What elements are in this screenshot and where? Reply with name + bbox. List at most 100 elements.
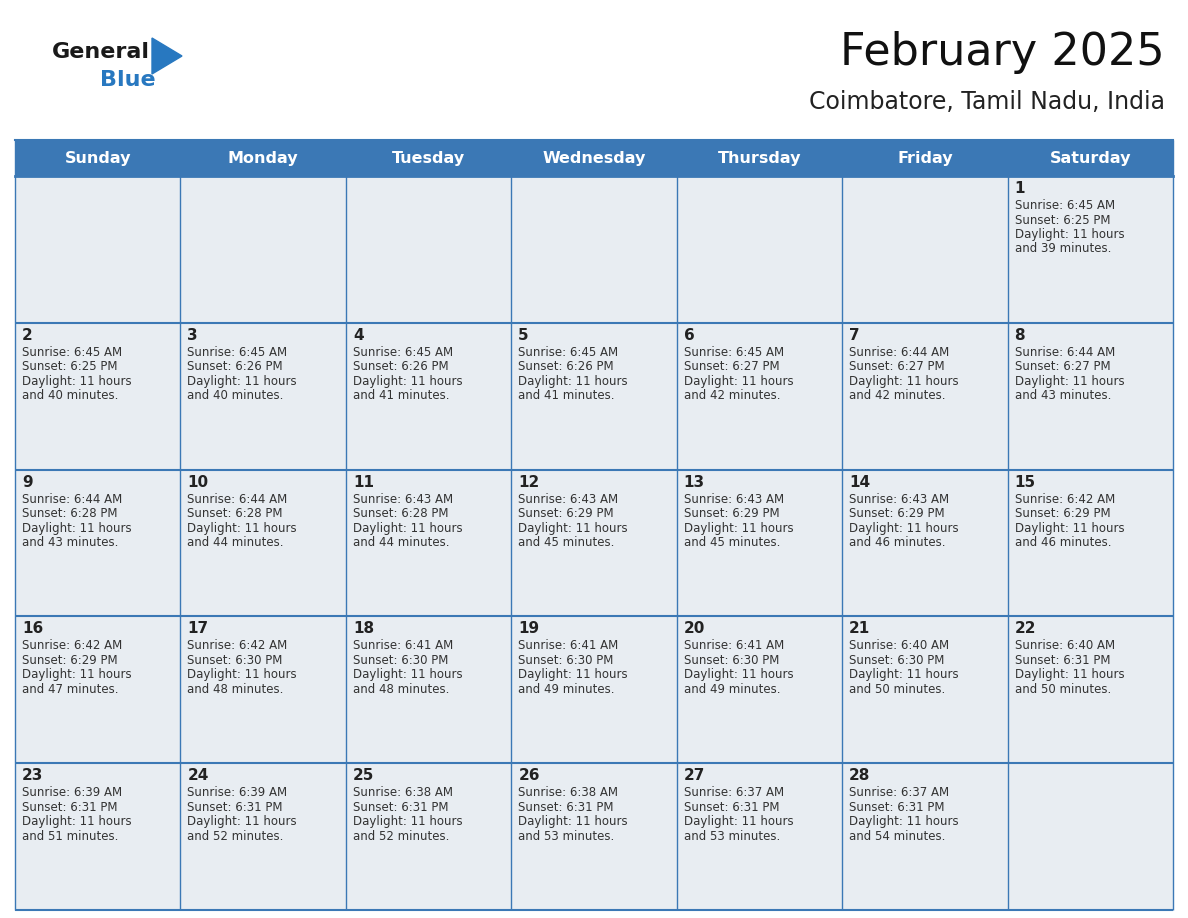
Text: Sunset: 6:31 PM: Sunset: 6:31 PM xyxy=(353,800,448,813)
Bar xyxy=(511,323,677,470)
Text: Sunset: 6:29 PM: Sunset: 6:29 PM xyxy=(23,654,118,666)
Text: Daylight: 11 hours: Daylight: 11 hours xyxy=(188,668,297,681)
Text: Monday: Monday xyxy=(228,151,298,165)
Text: Daylight: 11 hours: Daylight: 11 hours xyxy=(849,668,959,681)
Text: Daylight: 11 hours: Daylight: 11 hours xyxy=(684,521,794,534)
Text: Daylight: 11 hours: Daylight: 11 hours xyxy=(23,375,132,387)
Text: and 46 minutes.: and 46 minutes. xyxy=(1015,536,1111,549)
Text: Daylight: 11 hours: Daylight: 11 hours xyxy=(684,815,794,828)
Text: Sunset: 6:30 PM: Sunset: 6:30 PM xyxy=(684,654,779,666)
Text: 28: 28 xyxy=(849,768,871,783)
Text: and 53 minutes.: and 53 minutes. xyxy=(518,830,614,843)
Text: Daylight: 11 hours: Daylight: 11 hours xyxy=(353,375,462,387)
Text: Sunrise: 6:43 AM: Sunrise: 6:43 AM xyxy=(684,493,784,506)
Text: February 2025: February 2025 xyxy=(840,30,1165,73)
Text: 24: 24 xyxy=(188,768,209,783)
Text: Daylight: 11 hours: Daylight: 11 hours xyxy=(518,668,628,681)
Text: and 45 minutes.: and 45 minutes. xyxy=(684,536,781,549)
Text: Thursday: Thursday xyxy=(718,151,801,165)
Text: 5: 5 xyxy=(518,328,529,342)
Text: 25: 25 xyxy=(353,768,374,783)
Bar xyxy=(346,763,511,910)
Text: and 47 minutes.: and 47 minutes. xyxy=(23,683,119,696)
Text: Sunset: 6:27 PM: Sunset: 6:27 PM xyxy=(1015,360,1111,374)
Text: Daylight: 11 hours: Daylight: 11 hours xyxy=(684,375,794,387)
Text: Sunset: 6:25 PM: Sunset: 6:25 PM xyxy=(23,360,118,374)
Text: 10: 10 xyxy=(188,475,209,489)
Text: Sunset: 6:26 PM: Sunset: 6:26 PM xyxy=(518,360,614,374)
Text: 22: 22 xyxy=(1015,621,1036,636)
Bar xyxy=(1007,470,1173,616)
Bar xyxy=(346,323,511,470)
Text: Sunrise: 6:39 AM: Sunrise: 6:39 AM xyxy=(23,786,122,800)
Text: Sunset: 6:30 PM: Sunset: 6:30 PM xyxy=(518,654,614,666)
Text: and 53 minutes.: and 53 minutes. xyxy=(684,830,781,843)
Text: Daylight: 11 hours: Daylight: 11 hours xyxy=(1015,228,1124,241)
Text: 16: 16 xyxy=(23,621,43,636)
Bar xyxy=(842,470,1007,616)
Text: 8: 8 xyxy=(1015,328,1025,342)
Text: Sunset: 6:31 PM: Sunset: 6:31 PM xyxy=(188,800,283,813)
Text: and 46 minutes.: and 46 minutes. xyxy=(849,536,946,549)
Bar xyxy=(511,763,677,910)
Text: Sunrise: 6:42 AM: Sunrise: 6:42 AM xyxy=(1015,493,1114,506)
Bar xyxy=(842,323,1007,470)
Text: Sunset: 6:28 PM: Sunset: 6:28 PM xyxy=(188,507,283,521)
Bar xyxy=(1007,176,1173,323)
Text: and 43 minutes.: and 43 minutes. xyxy=(23,536,119,549)
Text: Daylight: 11 hours: Daylight: 11 hours xyxy=(23,815,132,828)
Bar xyxy=(1007,323,1173,470)
Text: and 40 minutes.: and 40 minutes. xyxy=(188,389,284,402)
Bar xyxy=(181,470,346,616)
Text: Sunset: 6:29 PM: Sunset: 6:29 PM xyxy=(518,507,614,521)
Bar xyxy=(1007,763,1173,910)
Text: and 40 minutes.: and 40 minutes. xyxy=(23,389,119,402)
Text: and 42 minutes.: and 42 minutes. xyxy=(849,389,946,402)
Text: Daylight: 11 hours: Daylight: 11 hours xyxy=(188,375,297,387)
Text: Sunset: 6:31 PM: Sunset: 6:31 PM xyxy=(849,800,944,813)
Bar xyxy=(1007,616,1173,763)
Text: Daylight: 11 hours: Daylight: 11 hours xyxy=(849,815,959,828)
Text: Sunrise: 6:38 AM: Sunrise: 6:38 AM xyxy=(353,786,453,800)
Text: Sunrise: 6:43 AM: Sunrise: 6:43 AM xyxy=(518,493,619,506)
Bar xyxy=(15,470,181,616)
Text: Sunset: 6:26 PM: Sunset: 6:26 PM xyxy=(188,360,283,374)
Text: 4: 4 xyxy=(353,328,364,342)
Bar xyxy=(511,470,677,616)
Text: Daylight: 11 hours: Daylight: 11 hours xyxy=(1015,521,1124,534)
Text: 6: 6 xyxy=(684,328,695,342)
Text: 17: 17 xyxy=(188,621,209,636)
Bar xyxy=(15,140,1173,176)
Text: Daylight: 11 hours: Daylight: 11 hours xyxy=(353,815,462,828)
Bar xyxy=(842,176,1007,323)
Text: Daylight: 11 hours: Daylight: 11 hours xyxy=(849,375,959,387)
Bar xyxy=(181,176,346,323)
Text: 27: 27 xyxy=(684,768,706,783)
Bar xyxy=(15,763,181,910)
Text: Sunrise: 6:45 AM: Sunrise: 6:45 AM xyxy=(518,346,619,359)
Text: Sunset: 6:28 PM: Sunset: 6:28 PM xyxy=(23,507,118,521)
Bar xyxy=(15,323,181,470)
Text: and 45 minutes.: and 45 minutes. xyxy=(518,536,614,549)
Bar xyxy=(15,176,181,323)
Text: Sunrise: 6:40 AM: Sunrise: 6:40 AM xyxy=(1015,640,1114,653)
Text: 19: 19 xyxy=(518,621,539,636)
Text: Daylight: 11 hours: Daylight: 11 hours xyxy=(1015,375,1124,387)
Text: 7: 7 xyxy=(849,328,860,342)
Bar xyxy=(181,616,346,763)
Bar xyxy=(842,763,1007,910)
Text: Sunset: 6:31 PM: Sunset: 6:31 PM xyxy=(1015,654,1110,666)
Text: 12: 12 xyxy=(518,475,539,489)
Text: and 52 minutes.: and 52 minutes. xyxy=(188,830,284,843)
Text: Sunrise: 6:43 AM: Sunrise: 6:43 AM xyxy=(849,493,949,506)
Text: Sunset: 6:29 PM: Sunset: 6:29 PM xyxy=(849,507,944,521)
Bar xyxy=(842,616,1007,763)
Text: Blue: Blue xyxy=(100,70,156,90)
Text: Sunrise: 6:45 AM: Sunrise: 6:45 AM xyxy=(353,346,453,359)
Bar xyxy=(181,763,346,910)
Text: Sunrise: 6:45 AM: Sunrise: 6:45 AM xyxy=(188,346,287,359)
Text: 3: 3 xyxy=(188,328,198,342)
Bar xyxy=(677,176,842,323)
Text: Daylight: 11 hours: Daylight: 11 hours xyxy=(684,668,794,681)
Text: Sunset: 6:26 PM: Sunset: 6:26 PM xyxy=(353,360,449,374)
